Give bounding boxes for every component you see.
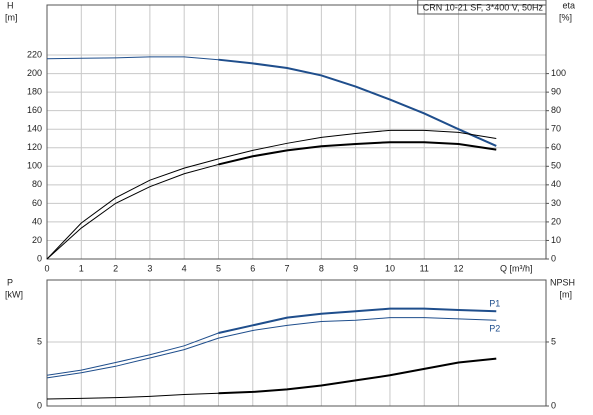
y-tick-label: 120: [27, 142, 42, 152]
y2-tick-label: 60: [551, 142, 561, 152]
data-line: [46, 129, 497, 260]
y-axis-label: P: [7, 277, 13, 287]
plot-frame: [46, 4, 547, 260]
x-tick-label: 4: [182, 263, 187, 273]
y-tick-label: 0: [37, 400, 42, 410]
y2-axis-label: NPSH: [550, 277, 575, 287]
y2-tick-label: 100: [551, 68, 566, 78]
data-line: [46, 392, 219, 400]
x-tick-label: 5: [216, 263, 221, 273]
y-tick-label: 80: [32, 179, 42, 189]
series-label: P1: [489, 299, 500, 309]
data-line: [218, 307, 497, 334]
x-tick-label: 1: [79, 263, 84, 273]
data-line: [218, 357, 497, 395]
y2-tick-label: 10: [551, 235, 561, 245]
y-tick-label: 160: [27, 105, 42, 115]
x-tick-label: 10: [385, 263, 395, 273]
y-tick-label: 140: [27, 124, 42, 134]
data-line: [46, 56, 219, 61]
x-tick-label: 6: [250, 263, 255, 273]
x-tick-label: 11: [420, 263, 429, 273]
y2-tick-label: 0: [551, 400, 556, 410]
y-tick-label: 60: [32, 198, 42, 208]
y-axis-unit: [kW]: [5, 289, 23, 299]
y2-tick-label: 70: [551, 124, 561, 134]
data-line: [46, 332, 219, 376]
series-label: P2: [489, 324, 500, 334]
y-tick-label: 180: [27, 87, 42, 97]
data-line: [46, 317, 497, 379]
y2-tick-label: 40: [551, 179, 561, 189]
x-tick-label: 8: [319, 263, 324, 273]
x-tick-label: 7: [285, 263, 290, 273]
y2-tick-label: 5: [551, 336, 556, 346]
x-tick-label: 0: [44, 263, 49, 273]
x-tick-label: 3: [147, 263, 152, 273]
data-line: [218, 141, 497, 166]
y2-tick-label: 30: [551, 198, 561, 208]
y-tick-label: 40: [32, 216, 42, 226]
y2-tick-label: 20: [551, 216, 561, 226]
y2-axis-label: eta: [562, 0, 575, 10]
x-tick-label: 2: [113, 263, 118, 273]
x-tick-label: 12: [454, 263, 464, 273]
data-line: [218, 58, 497, 147]
y-axis-unit: [m]: [5, 12, 18, 22]
legend-box: [417, 0, 547, 15]
y2-axis-unit: [m]: [560, 289, 573, 299]
y2-tick-label: 90: [551, 87, 561, 97]
y-tick-label: 0: [37, 253, 42, 263]
x-axis-label: Q [m³/h]: [500, 263, 533, 273]
data-line: [46, 163, 219, 260]
y-tick-label: 200: [27, 68, 42, 78]
y-axis-label: H: [7, 0, 14, 10]
y2-tick-label: 80: [551, 105, 561, 115]
x-tick-label: 9: [353, 263, 358, 273]
y2-tick-label: 50: [551, 161, 561, 171]
y-tick-label: 5: [37, 336, 42, 346]
y-tick-label: 20: [32, 235, 42, 245]
y-tick-label: 100: [27, 161, 42, 171]
y2-axis-unit: [%]: [559, 12, 572, 22]
plot-frame: [46, 279, 547, 407]
legend-box-text: CRN 10-21 SF, 3*400 V, 50Hz: [423, 2, 544, 12]
y-tick-label: 220: [27, 49, 42, 59]
y2-tick-label: 0: [551, 253, 556, 263]
